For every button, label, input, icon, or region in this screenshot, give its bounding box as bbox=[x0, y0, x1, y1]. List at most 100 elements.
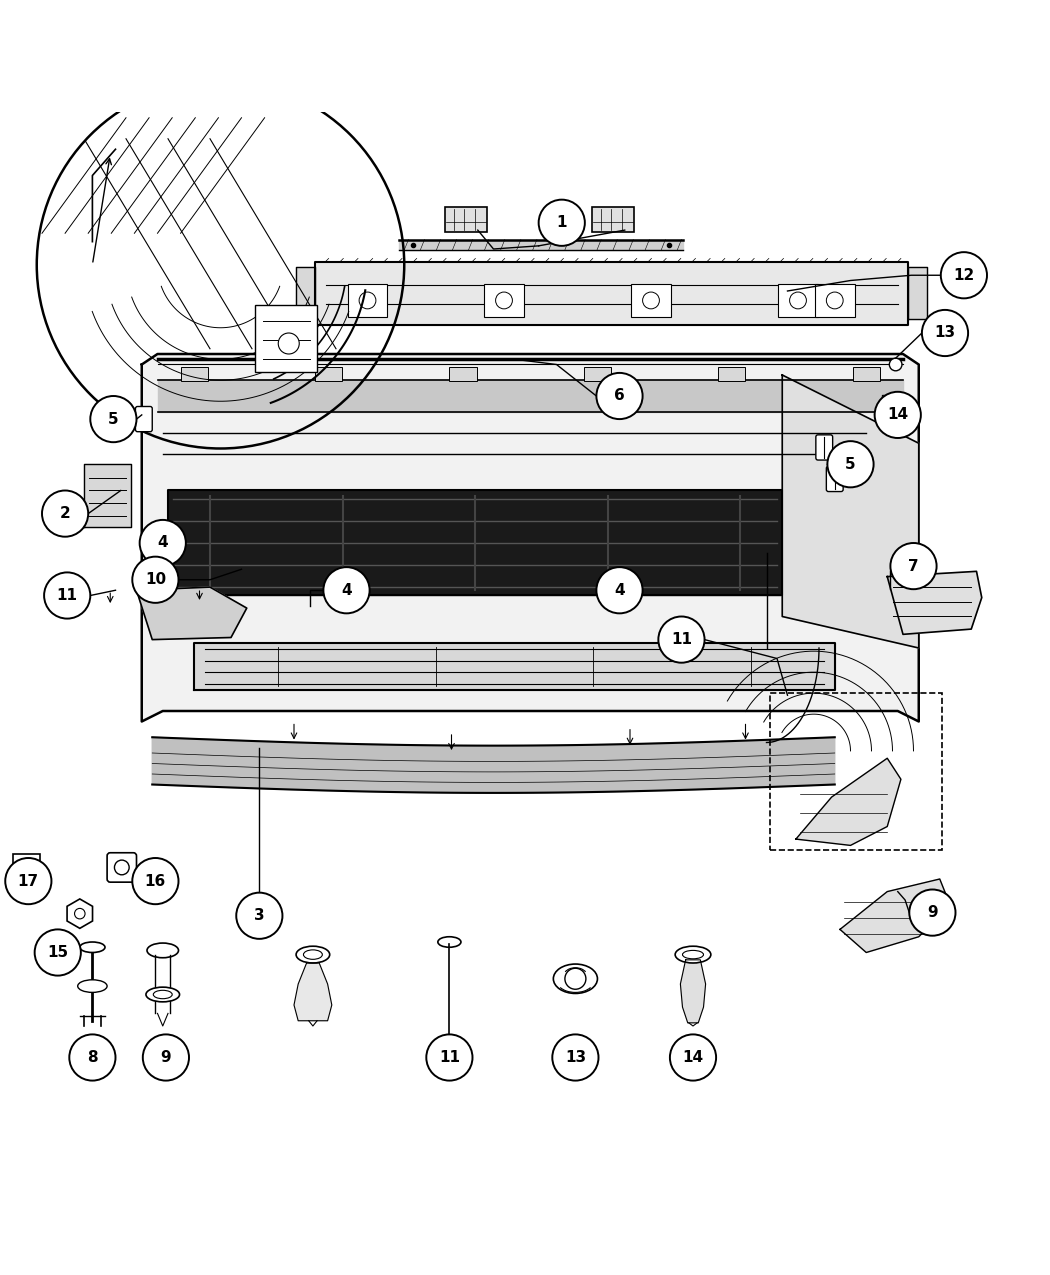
Polygon shape bbox=[399, 240, 682, 250]
Ellipse shape bbox=[553, 964, 597, 993]
FancyBboxPatch shape bbox=[826, 467, 843, 492]
Circle shape bbox=[35, 929, 81, 975]
Text: 5: 5 bbox=[108, 412, 119, 427]
Circle shape bbox=[643, 292, 659, 309]
Ellipse shape bbox=[146, 987, 180, 1002]
Circle shape bbox=[827, 441, 874, 487]
Polygon shape bbox=[142, 354, 919, 722]
Text: 8: 8 bbox=[87, 1051, 98, 1065]
FancyBboxPatch shape bbox=[816, 435, 833, 460]
Ellipse shape bbox=[303, 950, 322, 959]
Text: 7: 7 bbox=[908, 558, 919, 574]
Polygon shape bbox=[908, 266, 927, 319]
Polygon shape bbox=[294, 963, 332, 1021]
Polygon shape bbox=[296, 266, 315, 319]
FancyBboxPatch shape bbox=[107, 853, 136, 882]
Circle shape bbox=[596, 567, 643, 613]
Text: 4: 4 bbox=[341, 583, 352, 598]
Circle shape bbox=[670, 1034, 716, 1081]
Text: 5: 5 bbox=[845, 456, 856, 472]
Ellipse shape bbox=[153, 991, 172, 998]
FancyBboxPatch shape bbox=[853, 367, 880, 381]
Circle shape bbox=[236, 892, 282, 938]
Polygon shape bbox=[680, 960, 706, 1023]
FancyBboxPatch shape bbox=[815, 283, 855, 317]
Ellipse shape bbox=[147, 944, 178, 958]
Polygon shape bbox=[194, 643, 835, 690]
FancyBboxPatch shape bbox=[631, 283, 671, 317]
Polygon shape bbox=[315, 261, 908, 325]
Ellipse shape bbox=[438, 937, 461, 947]
Circle shape bbox=[323, 567, 370, 613]
Circle shape bbox=[444, 1042, 455, 1052]
Ellipse shape bbox=[80, 942, 105, 952]
Text: 10: 10 bbox=[145, 572, 166, 588]
Circle shape bbox=[69, 1034, 116, 1081]
Polygon shape bbox=[152, 737, 835, 793]
FancyBboxPatch shape bbox=[718, 367, 746, 381]
Circle shape bbox=[42, 491, 88, 537]
Circle shape bbox=[922, 310, 968, 356]
Text: 2: 2 bbox=[60, 506, 70, 521]
Text: 9: 9 bbox=[927, 905, 938, 921]
Text: 14: 14 bbox=[682, 1051, 704, 1065]
FancyBboxPatch shape bbox=[484, 283, 524, 317]
Ellipse shape bbox=[78, 979, 107, 992]
Polygon shape bbox=[158, 380, 903, 412]
Polygon shape bbox=[168, 491, 782, 595]
Circle shape bbox=[941, 252, 987, 298]
Text: 17: 17 bbox=[18, 873, 39, 889]
Circle shape bbox=[890, 543, 937, 589]
FancyBboxPatch shape bbox=[348, 283, 387, 317]
Circle shape bbox=[658, 617, 705, 663]
Circle shape bbox=[496, 292, 512, 309]
Text: 11: 11 bbox=[439, 1051, 460, 1065]
FancyBboxPatch shape bbox=[181, 367, 208, 381]
FancyBboxPatch shape bbox=[315, 367, 342, 381]
Text: 16: 16 bbox=[145, 873, 166, 889]
Circle shape bbox=[596, 372, 643, 419]
FancyBboxPatch shape bbox=[449, 367, 477, 381]
Text: 12: 12 bbox=[953, 268, 974, 283]
Text: 6: 6 bbox=[614, 389, 625, 403]
Polygon shape bbox=[887, 571, 982, 635]
Circle shape bbox=[539, 200, 585, 246]
Circle shape bbox=[790, 292, 806, 309]
Circle shape bbox=[909, 890, 956, 936]
Polygon shape bbox=[782, 375, 919, 648]
Text: 4: 4 bbox=[158, 536, 168, 551]
Circle shape bbox=[132, 858, 179, 904]
Text: 13: 13 bbox=[565, 1051, 586, 1065]
Text: 4: 4 bbox=[614, 583, 625, 598]
FancyBboxPatch shape bbox=[778, 283, 818, 317]
Circle shape bbox=[114, 861, 129, 875]
Text: 11: 11 bbox=[671, 632, 692, 648]
FancyBboxPatch shape bbox=[19, 861, 34, 875]
Polygon shape bbox=[84, 464, 131, 528]
Text: 1: 1 bbox=[556, 215, 567, 231]
Text: 9: 9 bbox=[161, 1051, 171, 1065]
Polygon shape bbox=[840, 878, 950, 952]
Text: 13: 13 bbox=[934, 325, 956, 340]
Polygon shape bbox=[796, 759, 901, 845]
Circle shape bbox=[143, 1034, 189, 1081]
Text: 11: 11 bbox=[57, 588, 78, 603]
Ellipse shape bbox=[682, 950, 704, 959]
Circle shape bbox=[5, 858, 51, 904]
Circle shape bbox=[75, 908, 85, 919]
FancyBboxPatch shape bbox=[445, 207, 487, 232]
Polygon shape bbox=[136, 586, 247, 640]
FancyBboxPatch shape bbox=[255, 305, 317, 372]
Circle shape bbox=[278, 333, 299, 354]
FancyBboxPatch shape bbox=[135, 407, 152, 432]
Circle shape bbox=[44, 572, 90, 618]
Circle shape bbox=[132, 557, 179, 603]
FancyBboxPatch shape bbox=[592, 207, 634, 232]
Circle shape bbox=[826, 292, 843, 309]
FancyBboxPatch shape bbox=[13, 854, 40, 881]
Circle shape bbox=[90, 397, 136, 442]
FancyBboxPatch shape bbox=[584, 367, 611, 381]
Ellipse shape bbox=[675, 946, 711, 963]
Text: 14: 14 bbox=[887, 408, 908, 422]
Circle shape bbox=[426, 1034, 472, 1081]
